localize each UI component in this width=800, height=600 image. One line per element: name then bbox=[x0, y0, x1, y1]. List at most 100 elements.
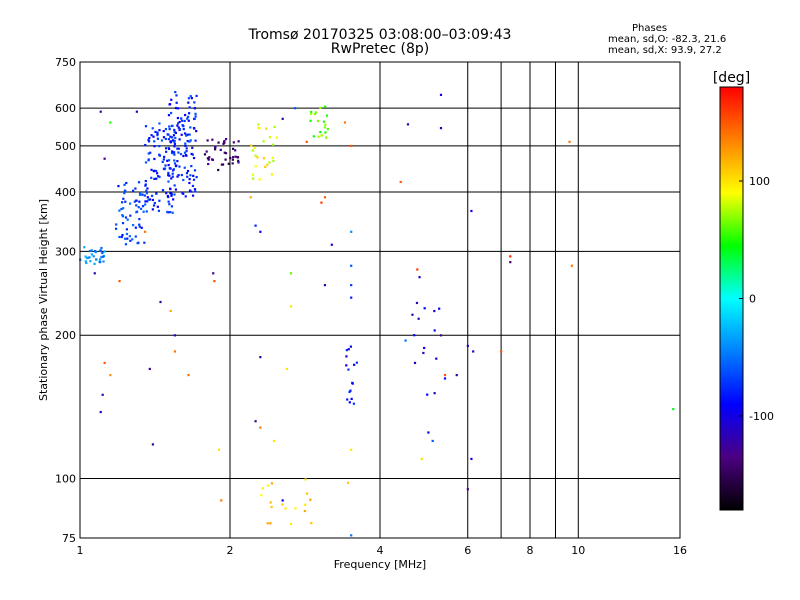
cluster-point bbox=[129, 202, 132, 205]
cluster-point bbox=[152, 204, 156, 207]
cluster-point bbox=[182, 178, 185, 182]
cluster-point bbox=[99, 258, 102, 261]
cluster-point bbox=[185, 134, 188, 137]
cluster-point bbox=[175, 94, 178, 97]
cluster-point bbox=[124, 243, 128, 246]
y-tick-label: 400 bbox=[55, 186, 76, 199]
data-point bbox=[350, 296, 353, 299]
cluster-point bbox=[115, 223, 118, 226]
cluster-point bbox=[182, 154, 185, 158]
cluster-point bbox=[99, 261, 102, 264]
cluster-point bbox=[309, 498, 312, 501]
cluster-point bbox=[151, 198, 155, 202]
cluster-point bbox=[422, 351, 425, 355]
x-tick-label: 16 bbox=[673, 544, 687, 557]
cluster-point bbox=[349, 389, 352, 392]
cluster-point bbox=[176, 147, 179, 150]
cluster-point bbox=[189, 174, 192, 177]
cluster-point bbox=[145, 189, 148, 192]
data-point bbox=[99, 110, 102, 113]
cluster-point bbox=[162, 136, 166, 139]
cluster-point bbox=[114, 227, 118, 230]
cluster-point bbox=[88, 256, 91, 259]
cluster-point bbox=[174, 188, 177, 191]
data-point bbox=[259, 230, 262, 233]
cluster-point bbox=[323, 126, 326, 129]
cluster-point bbox=[184, 195, 187, 198]
y-tick-label: 200 bbox=[55, 329, 76, 342]
cluster-point bbox=[118, 209, 121, 212]
cluster-point bbox=[176, 116, 180, 120]
cluster-point bbox=[164, 128, 168, 131]
cluster-point bbox=[191, 153, 194, 156]
x-tick-label: 8 bbox=[527, 544, 534, 557]
cluster-point bbox=[170, 111, 173, 115]
cluster-point bbox=[284, 507, 287, 510]
data-point bbox=[254, 224, 257, 227]
cluster-point bbox=[214, 146, 217, 149]
cluster-point bbox=[413, 334, 416, 337]
data-point bbox=[259, 426, 262, 429]
cluster-point bbox=[273, 125, 276, 128]
cluster-point bbox=[211, 158, 214, 162]
cluster-point bbox=[148, 198, 152, 201]
data-point bbox=[169, 309, 172, 313]
cluster-point bbox=[176, 122, 180, 125]
cluster-point bbox=[148, 136, 151, 140]
cluster-point bbox=[146, 196, 149, 199]
cluster-point bbox=[221, 163, 225, 166]
cluster-point bbox=[153, 140, 156, 143]
cluster-point bbox=[319, 106, 322, 109]
cluster-point bbox=[92, 255, 95, 258]
cluster-point bbox=[269, 501, 272, 504]
data-point bbox=[323, 196, 327, 199]
data-point bbox=[330, 243, 333, 246]
cluster-point bbox=[269, 522, 272, 525]
cluster-point bbox=[220, 163, 223, 166]
cluster-point bbox=[272, 159, 275, 162]
cluster-point bbox=[126, 218, 129, 221]
cluster-point bbox=[266, 484, 269, 487]
cluster-point bbox=[173, 153, 176, 156]
cluster-point bbox=[149, 151, 152, 154]
cluster-point bbox=[135, 199, 138, 202]
colorbar-label: [deg] bbox=[713, 70, 750, 86]
cluster-point bbox=[176, 124, 179, 127]
cluster-point bbox=[133, 200, 136, 203]
data-point bbox=[93, 272, 96, 275]
cluster-point bbox=[324, 123, 327, 126]
data-point bbox=[439, 334, 443, 337]
data-point bbox=[431, 439, 434, 443]
cluster-point bbox=[140, 226, 143, 229]
cluster-point bbox=[325, 136, 328, 139]
data-point bbox=[109, 374, 112, 377]
cluster-point bbox=[158, 153, 161, 156]
cluster-point bbox=[172, 151, 175, 154]
cluster-point bbox=[251, 149, 255, 152]
cluster-point bbox=[120, 235, 123, 239]
cluster-point bbox=[150, 194, 154, 197]
cluster-point bbox=[195, 94, 198, 98]
cluster-point bbox=[171, 211, 174, 214]
cluster-point bbox=[129, 214, 132, 217]
cluster-point bbox=[177, 151, 180, 154]
cluster-point bbox=[146, 200, 149, 203]
cluster-point bbox=[184, 154, 188, 157]
cluster-point bbox=[195, 130, 198, 133]
cluster-point bbox=[121, 221, 125, 225]
cluster-point bbox=[185, 172, 189, 175]
cluster-point bbox=[345, 349, 348, 352]
cluster-point bbox=[205, 150, 208, 153]
cluster-point bbox=[167, 174, 170, 177]
cluster-point bbox=[168, 103, 172, 106]
cluster-point bbox=[224, 152, 228, 155]
cluster-point bbox=[142, 210, 145, 213]
cluster-point bbox=[138, 223, 141, 226]
cluster-point bbox=[161, 189, 165, 192]
data-point bbox=[568, 140, 571, 143]
cluster-point bbox=[144, 125, 148, 128]
y-tick-label: 750 bbox=[55, 56, 76, 69]
cluster-point bbox=[192, 178, 196, 181]
cluster-point bbox=[266, 163, 269, 166]
cluster-point bbox=[158, 199, 161, 202]
